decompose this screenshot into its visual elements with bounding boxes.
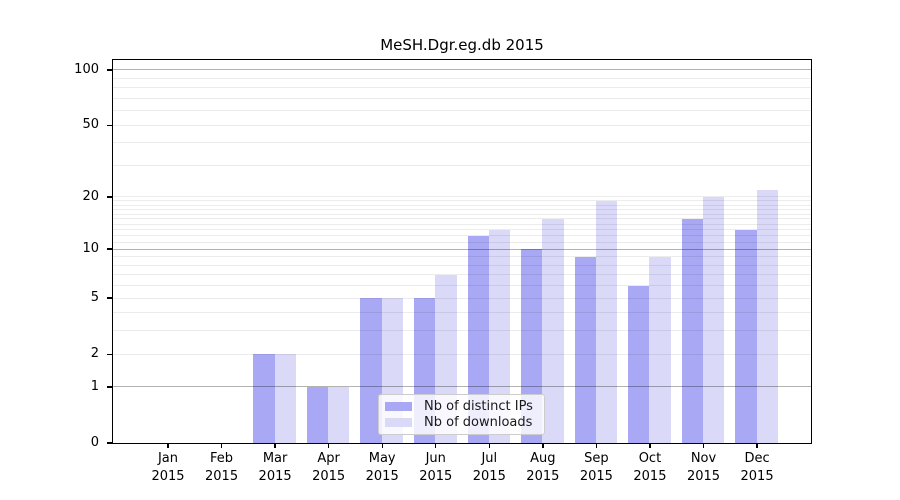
legend-label-distinct-ips: Nb of distinct IPs [424,399,533,415]
gridline-minor-50 [113,124,811,126]
y-tick-5 [107,297,112,299]
y-tick-10 [107,248,112,250]
gridline-major-100 [113,69,811,71]
bar-downloads-apr [328,386,350,443]
bar-distinct-ips-may [360,298,382,443]
x-tick-jul [488,443,490,448]
y-tick-label-10: 10 [82,241,99,257]
gridline-minor-11 [113,241,811,243]
x-tick-apr [327,443,330,448]
gridline-minor-5 [113,297,811,299]
x-tick-feb [220,443,223,448]
bar-downloads-mar [274,354,296,443]
gridline-minor-7 [113,274,811,276]
gridline-minor-60 [113,110,811,112]
gridline-minor-20 [113,196,811,198]
gridline-minor-8 [113,264,811,266]
y-tick-0 [107,442,112,444]
gridline-minor-90 [113,77,811,79]
bar-distinct-ips-jul [467,235,489,443]
x-tick-mar [274,443,276,448]
gridline-minor-2 [113,353,811,355]
x-tick-label-jul: Jul 2015 [472,451,506,484]
gridline-minor-12 [113,235,811,237]
legend-label-downloads: Nb of downloads [424,414,533,430]
bar-downloads-aug [542,218,564,443]
gridline-minor-4 [113,312,811,314]
x-tick-jan [167,443,169,448]
gridline-major-1 [113,386,811,388]
gridline-minor-17 [113,208,811,210]
gridline-minor-13 [113,229,811,231]
y-tick-20 [107,196,112,198]
y-tick-label-2: 2 [90,346,99,362]
y-tick-label-1: 1 [90,378,99,394]
bar-distinct-ips-mar [253,354,275,443]
bar-downloads-dec [756,189,778,443]
gridline-minor-15 [113,218,811,220]
y-tick-label-5: 5 [90,290,99,306]
x-tick-label-jan: Jan 2015 [151,451,185,484]
legend-swatch-downloads [385,417,412,427]
legend-swatch-distinct-ips [385,402,412,412]
gridline-minor-40 [113,142,811,144]
x-tick-label-feb: Feb 2015 [205,451,239,484]
legend-item-distinct-ips: Nb of distinct IPs [385,399,538,415]
y-tick-1 [107,386,112,388]
gridline-minor-3 [113,330,811,332]
gridline-minor-70 [113,97,811,99]
gridline-minor-14 [113,223,811,225]
x-tick-jun [435,443,437,448]
gridline-minor-80 [113,87,811,89]
bar-downloads-jul [488,229,511,443]
y-tick-100 [107,69,112,71]
x-tick-label-aug: Aug 2015 [526,451,560,484]
y-tick-label-100: 100 [74,61,99,77]
x-tick-label-nov: Nov 2015 [686,451,721,484]
y-tick-2 [107,353,112,355]
x-tick-aug [542,443,544,448]
gridline-minor-19 [113,200,811,202]
legend-item-downloads: Nb of downloads [385,415,538,431]
x-tick-label-dec: Dec 2015 [740,451,774,484]
bar-distinct-ips-sep [574,256,596,443]
bar-distinct-ips-oct [628,285,650,443]
bar-distinct-ips-dec [735,229,757,443]
chart-title: MeSH.Dgr.eg.db 2015 [380,36,544,54]
y-tick-50 [107,124,112,126]
x-tick-label-jun: Jun 2015 [419,451,453,484]
bar-distinct-ips-nov [681,218,703,443]
y-tick-label-20: 20 [82,188,99,204]
gridline-minor-9 [113,256,811,258]
gridline-minor-6 [113,285,811,287]
bar-downloads-sep [595,200,618,443]
gridline-minor-18 [113,204,811,206]
gridline-major-10 [113,248,811,250]
x-tick-label-apr: Apr 2015 [312,451,346,484]
bar-distinct-ips-apr [306,386,329,443]
gridline-minor-30 [113,164,811,166]
bar-downloads-oct [649,256,671,443]
x-tick-label-oct: Oct 2015 [633,451,667,484]
legend: Nb of distinct IPs Nb of downloads [378,394,545,435]
x-tick-label-sep: Sep 2015 [579,451,613,484]
bar-downloads-nov [703,196,725,443]
x-tick-may [381,443,383,448]
y-tick-label-0: 0 [90,435,99,450]
gridline-minor-16 [113,213,811,215]
x-tick-oct [649,443,651,448]
x-tick-dec [756,443,758,448]
y-tick-label-50: 50 [82,117,99,133]
plot-area [112,59,812,444]
x-tick-sep [595,443,598,448]
x-tick-label-mar: Mar 2015 [258,451,292,484]
gridlines-layer [113,60,811,443]
x-tick-label-may: May 2015 [365,451,399,484]
x-tick-nov [702,443,705,448]
